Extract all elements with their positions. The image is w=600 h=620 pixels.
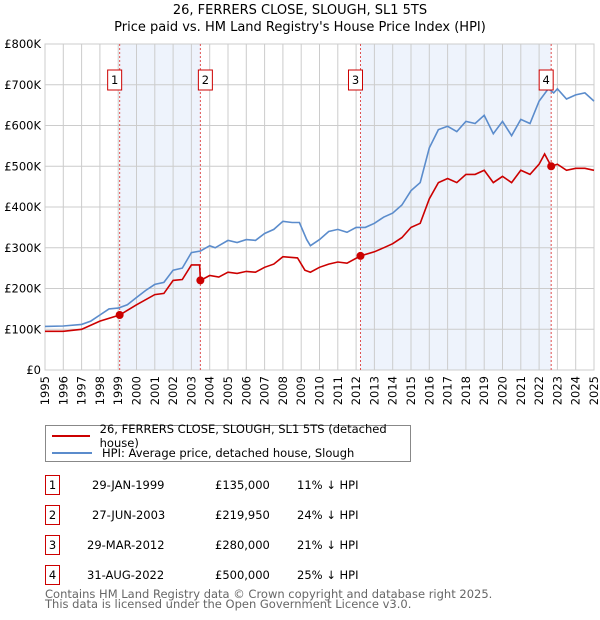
sale-label-box — [538, 69, 554, 91]
sale-label-box — [107, 69, 123, 91]
sale-date: 27-JUN-2003 — [92, 508, 166, 522]
legend-swatch-hpi — [52, 452, 92, 454]
sale-price: £219,950 — [215, 508, 270, 522]
x-tick-label: 2023 — [550, 376, 564, 405]
x-tick-label: 2011 — [331, 376, 345, 405]
legend-swatch-property — [52, 435, 90, 437]
sale-price: £500,000 — [215, 568, 270, 582]
footer: Contains HM Land Registry data © Crown c… — [45, 587, 493, 611]
sale-date: 29-MAR-2012 — [87, 538, 165, 552]
sale-hpi-diff: 21% ↓ HPI — [297, 538, 359, 552]
x-tick-label: 2018 — [459, 376, 473, 405]
x-tick-label: 2013 — [367, 376, 381, 405]
x-tick-label: 2006 — [239, 376, 253, 405]
sale-number: 4 — [45, 565, 60, 585]
sale-row: 1 29-JAN-1999 £135,000 11% ↓ HPI — [45, 475, 445, 495]
x-tick-label: 2004 — [203, 376, 217, 405]
x-tick-label: 2020 — [496, 376, 510, 405]
x-tick-label: 1997 — [75, 376, 89, 405]
y-tick-label: £0 — [26, 363, 41, 377]
x-tick-label: 2012 — [349, 376, 363, 405]
sale-row: 4 31-AUG-2022 £500,000 25% ↓ HPI — [45, 565, 445, 585]
sale-label-box — [197, 69, 213, 91]
x-tick-label: 1996 — [56, 376, 70, 405]
x-tick-label: 2019 — [477, 376, 491, 405]
sale-hpi-diff: 25% ↓ HPI — [297, 568, 359, 582]
x-tick-label: 2005 — [221, 376, 235, 405]
x-tick-label: 1998 — [93, 376, 107, 405]
legend-label-property: 26, FERRERS CLOSE, SLOUGH, SL1 5TS (deta… — [99, 422, 387, 450]
y-tick-label: £200K — [4, 282, 41, 296]
x-tick-label: 2025 — [587, 376, 600, 405]
price-chart: 1995 1996 1997 1998 1999 2000 2001 2002 2003 2004… — [4, 37, 600, 405]
footer-copyright: Contains HM Land Registry data © Crown c… — [45, 587, 493, 601]
chart-subtitle: Price paid vs. HM Land Registry's House … — [114, 20, 486, 35]
sale-point — [547, 162, 556, 171]
y-tick-label: £400K — [4, 200, 41, 214]
x-tick-label: 2014 — [386, 376, 400, 405]
y-tick-label: £500K — [4, 159, 41, 173]
x-tick-label: 2001 — [148, 376, 162, 405]
property-line — [45, 152, 595, 333]
sale-point — [196, 276, 205, 285]
x-tick-label: 2017 — [441, 376, 455, 405]
sale-number: 3 — [45, 535, 60, 555]
x-tick-label: 2022 — [532, 376, 546, 405]
y-tick-label: £600K — [4, 119, 41, 133]
chart-title: 26, FERRERS CLOSE, SLOUGH, SL1 5TS — [172, 3, 428, 18]
y-tick-label: £300K — [4, 241, 41, 255]
x-tick-label: 2024 — [569, 376, 583, 405]
sale-row: 2 27-JUN-2003 £219,950 24% ↓ HPI — [45, 505, 445, 525]
sale-label: 2 — [202, 73, 209, 87]
sale-hpi-diff: 24% ↓ HPI — [297, 508, 359, 522]
x-tick-label: 1995 — [38, 376, 52, 405]
x-tick-label: 2021 — [514, 376, 528, 405]
y-tick-label: £100K — [4, 322, 41, 336]
sale-number: 1 — [45, 475, 60, 495]
sale-label: 4 — [543, 73, 550, 87]
footer-licence: This data is licensed under the Open Gov… — [45, 597, 412, 611]
x-tick-label: 2009 — [294, 376, 308, 405]
sale-row: 3 29-MAR-2012 £280,000 21% ↓ HPI — [45, 535, 445, 555]
sale-label-box — [347, 69, 363, 91]
x-tick-label: 2008 — [276, 376, 290, 405]
legend-label-hpi: HPI: Average price, detached house, Slou… — [102, 446, 355, 460]
hpi-line — [44, 87, 595, 328]
x-tick-label: 1999 — [111, 376, 125, 405]
sale-number: 2 — [45, 505, 60, 525]
sale-price: £135,000 — [215, 478, 270, 492]
sale-date: 29-JAN-1999 — [92, 478, 165, 492]
sale-point — [356, 251, 365, 260]
sale-price: £280,000 — [215, 538, 270, 552]
x-tick-label: 2003 — [184, 376, 198, 405]
sale-label: 1 — [111, 73, 118, 87]
sale-date: 31-AUG-2022 — [87, 568, 165, 582]
x-tick-label: 2000 — [130, 376, 144, 405]
sale-hpi-diff: 11% ↓ HPI — [297, 478, 359, 492]
x-tick-label: 2002 — [166, 376, 180, 405]
sale-point — [115, 310, 124, 319]
plot-frame — [44, 43, 595, 371]
x-tick-label: 2016 — [422, 376, 436, 405]
sale-label: 3 — [352, 73, 359, 87]
x-tick-label: 2015 — [404, 376, 418, 405]
x-tick-label: 2010 — [313, 376, 327, 405]
x-tick-label: 2007 — [258, 376, 272, 405]
y-tick-label: £800K — [4, 37, 41, 51]
y-tick-label: £700K — [4, 78, 41, 92]
legend: 26, FERRERS CLOSE, SLOUGH, SL1 5TS (deta… — [45, 422, 411, 462]
